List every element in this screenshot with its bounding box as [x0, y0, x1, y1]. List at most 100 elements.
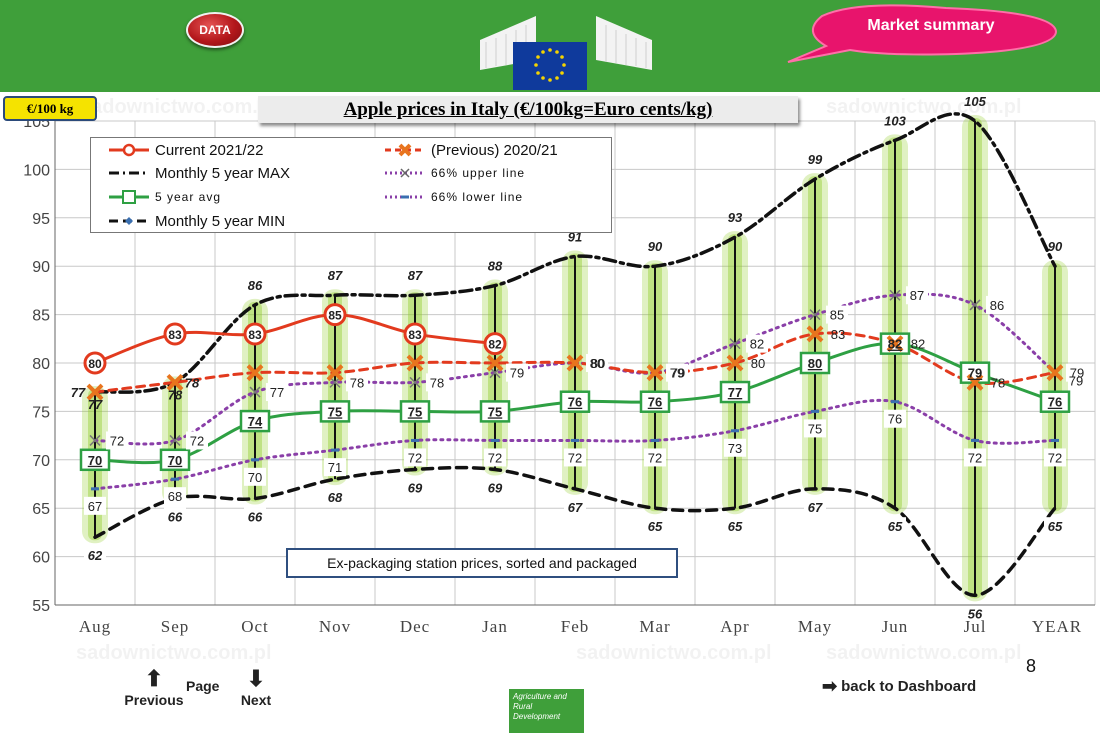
min-label-bg — [964, 604, 986, 623]
x-tick-label: May — [798, 617, 832, 636]
min-label: 62 — [88, 548, 103, 563]
upper-label: 79 — [1070, 366, 1084, 381]
y-tick-label: 80 — [32, 356, 50, 373]
upper-label: 85 — [830, 308, 844, 323]
upper-label: 78 — [350, 375, 364, 390]
lower-label-bg — [644, 448, 666, 467]
previous-marker — [86, 383, 104, 401]
previous-marker — [486, 354, 504, 372]
max-label: 91 — [568, 230, 582, 245]
upper-label-bg — [266, 383, 288, 402]
lower-label: 73 — [728, 441, 742, 456]
lower-label-bg — [84, 496, 106, 515]
min-label-bg — [724, 517, 746, 536]
legend-current-swatch — [109, 143, 149, 157]
lower-label-bg — [324, 458, 346, 477]
upper-marker — [809, 309, 821, 321]
previous-label: 83 — [831, 327, 845, 342]
avg-label: 74 — [248, 414, 263, 429]
x-tick-label: Mar — [639, 617, 670, 636]
legend-avg: 5 year avg — [107, 186, 221, 208]
back-to-dashboard-link[interactable]: ➡ back to Dashboard — [822, 676, 976, 697]
legend-min-label: Monthly 5 year MIN — [155, 212, 286, 230]
avg-marker — [399, 400, 431, 423]
lower-label: 71 — [328, 460, 342, 475]
upper-label: 72 — [110, 433, 124, 448]
page-label: Page — [186, 678, 220, 694]
x-tick-label: Jul — [964, 617, 987, 636]
market-summary-button[interactable]: Market summary — [766, 4, 1060, 66]
upper-label-bg — [346, 373, 368, 392]
min-label: 67 — [568, 500, 583, 515]
upper-marker — [249, 386, 261, 398]
current-marker — [323, 303, 347, 327]
max-label: 86 — [248, 278, 263, 293]
previous-marker — [806, 325, 824, 343]
min-label-bg — [484, 478, 506, 497]
upper-marker — [969, 299, 981, 311]
avg-label: 70 — [168, 453, 182, 468]
upper-marker — [169, 434, 181, 446]
upper-label-bg — [1066, 363, 1088, 382]
lower-label-bg — [1044, 448, 1066, 467]
y-tick-label: 75 — [32, 404, 50, 421]
upper-label: 82 — [750, 337, 764, 352]
lower-label-bg — [484, 448, 506, 467]
previous-marker — [646, 364, 664, 382]
x-tick-label: Dec — [400, 617, 430, 636]
legend-min: Monthly 5 year MIN — [107, 210, 285, 232]
y-tick-label: 55 — [32, 598, 50, 615]
arrow-up-icon: ⬆ — [144, 666, 164, 691]
avg-label: 75 — [488, 404, 502, 419]
legend-previous-swatch — [385, 143, 425, 157]
previous-page-button[interactable]: ⬆ Previous — [118, 666, 190, 709]
lower-label: 72 — [488, 450, 502, 465]
max-label: 78 — [168, 387, 183, 402]
previous-marker — [246, 364, 264, 382]
min-label-bg — [804, 497, 826, 516]
avg-marker — [719, 380, 751, 404]
avg-label: 80 — [808, 356, 822, 371]
min-label: 65 — [648, 519, 663, 534]
lower-label: 70 — [248, 470, 262, 485]
min-label-bg — [564, 497, 586, 516]
avg-label: 76 — [568, 395, 582, 410]
upper-label-bg — [586, 354, 608, 372]
upper-label-bg — [106, 431, 128, 450]
upper-marker — [489, 367, 501, 379]
y-tick-label: 85 — [32, 308, 50, 325]
legend-upper-swatch — [385, 168, 425, 178]
min-label-bg — [1044, 517, 1066, 536]
upper-label-bg — [826, 305, 848, 324]
data-button[interactable]: DATA — [186, 12, 244, 48]
legend-max: Monthly 5 year MAX — [107, 162, 290, 184]
previous-marker — [406, 354, 424, 372]
legend-upper-label: 66% upper line — [431, 166, 526, 180]
x-tick-label: Nov — [319, 617, 351, 636]
previous-marker — [886, 335, 904, 353]
previous-marker — [1046, 364, 1064, 382]
x-tick-label: Aug — [79, 617, 111, 636]
previous-marker — [966, 373, 984, 391]
min-label-bg — [164, 507, 186, 526]
lower-label: 72 — [648, 450, 662, 465]
previous-label: 80 — [751, 356, 765, 371]
avg-marker — [479, 400, 511, 423]
upper-label-bg — [746, 334, 768, 353]
upper-label-bg — [666, 363, 688, 382]
lower-label: 76 — [888, 412, 902, 427]
min-label: 65 — [728, 519, 743, 534]
upper-label-bg — [186, 431, 208, 450]
arrow-down-icon: ⬇ — [246, 666, 266, 691]
upper-marker — [729, 338, 741, 350]
lower-marker — [491, 438, 499, 442]
current-marker — [83, 351, 107, 375]
upper-label: 79 — [510, 366, 524, 381]
y-tick-label: 65 — [32, 501, 50, 518]
min-label: 68 — [328, 490, 343, 505]
min-label: 67 — [808, 500, 823, 515]
next-page-button[interactable]: ⬇ Next — [230, 666, 282, 709]
avg-marker — [799, 351, 831, 375]
lower-marker — [251, 458, 259, 462]
